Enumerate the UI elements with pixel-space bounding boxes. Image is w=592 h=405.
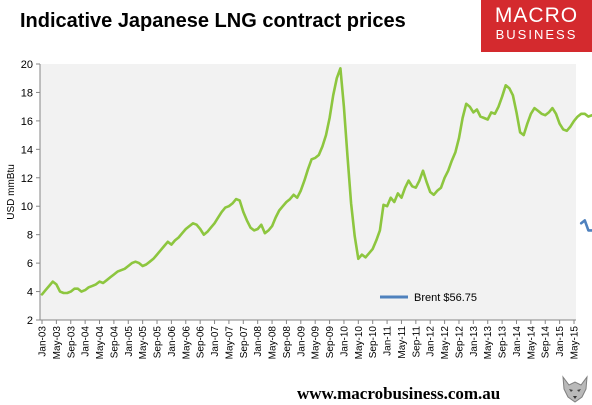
footer-url: www.macrobusiness.com.au (297, 384, 501, 403)
x-tick-label: Jan-13 (469, 326, 480, 357)
x-tick-label: Sep-08 (282, 326, 293, 359)
y-tick-label: 8 (27, 230, 33, 242)
y-tick-label: 12 (21, 173, 33, 185)
x-tick-label: Jan-04 (81, 326, 92, 357)
y-tick-label: 2 (27, 315, 33, 327)
x-tick-label: Sep-13 (498, 326, 509, 359)
x-axis: Jan-03 May-03 Sep-03 Jan-04 May-04 Sep-04 Jan-… (38, 319, 581, 360)
x-tick-label: May-05 (138, 326, 149, 360)
legend-label-brent: Brent $56.75 (414, 292, 477, 304)
x-tick-label: May-06 (181, 326, 192, 360)
logo-line-1: MACRO (494, 4, 579, 27)
series-layer (40, 67, 592, 296)
y-tick-label: 10 (21, 201, 33, 213)
x-tick-label: Jan-15 (555, 326, 566, 357)
x-tick-label: Jan-03 (38, 326, 49, 357)
y-tick-label: 14 (21, 144, 33, 156)
x-tick-label: May-14 (526, 326, 537, 360)
y-tick-label: 16 (21, 116, 33, 128)
x-tick-label: May-08 (268, 326, 279, 360)
x-tick-label: May-13 (483, 326, 494, 360)
x-tick-label: Sep-04 (109, 326, 120, 359)
x-tick-label: Jan-09 (296, 326, 307, 357)
x-tick-label: May-11 (397, 326, 408, 359)
x-tick-label: May-03 (52, 326, 63, 360)
x-tick-label: Jan-05 (124, 326, 135, 357)
x-tick-label: Jan-06 (167, 326, 178, 357)
x-tick-label: Sep-10 (368, 326, 379, 359)
x-tick-label: Sep-03 (66, 326, 77, 359)
legend: Brent $56.75 (380, 292, 477, 304)
x-tick-label: Jan-11 (383, 326, 394, 356)
y-tick-label: 20 (21, 59, 33, 71)
x-tick-label: Sep-14 (541, 326, 552, 359)
x-tick-label: Sep-09 (325, 326, 336, 359)
x-tick-label: Sep-11 (411, 326, 422, 358)
x-tick-label: Sep-07 (239, 326, 250, 359)
logo-line-2: BUSINESS (495, 27, 578, 42)
wolf-logo-icon (562, 375, 588, 403)
x-tick-label: May-10 (354, 326, 365, 360)
y-tick-label: 4 (27, 287, 33, 299)
x-tick-label: Sep-12 (454, 326, 465, 359)
x-tick-label: May-12 (440, 326, 451, 360)
chart-title: Indicative Japanese LNG contract prices (20, 10, 406, 32)
x-tick-label: May-04 (95, 326, 106, 360)
x-tick-label: May-09 (311, 326, 322, 360)
y-tick-label: 6 (27, 258, 33, 270)
x-tick-label: May-15 (570, 326, 581, 360)
x-tick-label: Jan-12 (426, 326, 437, 357)
x-tick-label: Jan-10 (339, 326, 350, 357)
x-tick-label: Sep-06 (196, 326, 207, 359)
x-tick-label: Sep-05 (153, 326, 164, 359)
x-tick-label: Jan-14 (512, 326, 523, 357)
plot-area (40, 64, 576, 320)
brent-line (579, 219, 592, 232)
y-axis-label: USD mmBtu (6, 164, 17, 220)
y-axis: 2 4 6 8 10 12 14 16 18 20 (21, 59, 41, 327)
y-tick-label: 18 (21, 87, 33, 99)
x-tick-label: Jan-07 (210, 326, 221, 357)
x-tick-label: May-07 (224, 326, 235, 360)
lng-price-line (40, 67, 592, 296)
macrobusiness-logo: MACRO BUSINESS (481, 0, 592, 52)
x-tick-label: Jan-08 (253, 326, 264, 357)
